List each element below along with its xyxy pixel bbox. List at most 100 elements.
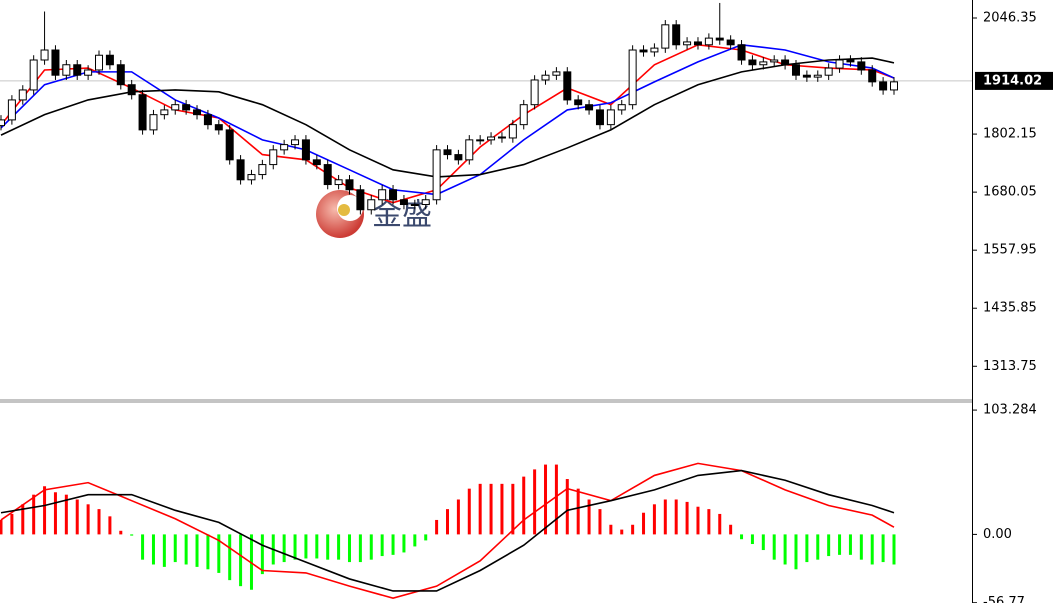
- histogram-bar: [718, 513, 722, 535]
- histogram-bar: [64, 494, 68, 535]
- watermark: 金盛: [316, 190, 432, 238]
- histogram-bar: [10, 513, 14, 535]
- last-price-box: [975, 71, 1053, 90]
- candle-body: [84, 69, 93, 76]
- candle-body: [40, 49, 49, 61]
- candle-body: [247, 174, 256, 181]
- histogram-bar: [347, 534, 351, 563]
- candle-body: [7, 99, 16, 121]
- histogram-bar: [642, 512, 646, 535]
- histogram-bar: [228, 534, 232, 581]
- histogram-bar: [75, 499, 79, 535]
- histogram-bar: [413, 534, 417, 547]
- histogram-bar: [827, 534, 831, 557]
- histogram-bar: [544, 464, 548, 535]
- y-tick-label: 103.284: [983, 403, 1037, 418]
- candle-body: [541, 74, 550, 81]
- histogram-bar: [424, 534, 428, 541]
- histogram-bar: [500, 483, 504, 535]
- y-tick-label: 1435.85: [983, 301, 1037, 316]
- histogram-bar: [511, 483, 515, 535]
- candle-body: [312, 159, 321, 166]
- histogram-bar: [663, 499, 667, 535]
- histogram-bar: [631, 524, 635, 535]
- histogram-bar: [195, 534, 199, 567]
- candle-body: [650, 47, 659, 53]
- candle-body: [552, 71, 561, 76]
- histogram-bar: [794, 534, 798, 570]
- histogram-bar: [685, 501, 689, 535]
- candle-body: [465, 139, 474, 161]
- histogram-bar: [53, 492, 57, 535]
- histogram-bar: [729, 524, 733, 535]
- candle-body: [291, 139, 300, 146]
- histogram-bar: [358, 534, 362, 563]
- histogram-bar: [391, 534, 395, 555]
- candle-body: [280, 144, 289, 151]
- candle-body: [530, 79, 539, 106]
- candle-body: [410, 204, 419, 207]
- indicator-line: [0, 469, 895, 592]
- histogram-bar: [576, 488, 580, 535]
- candle-body: [846, 59, 855, 63]
- candle-body: [704, 37, 713, 46]
- candle-body: [149, 114, 158, 131]
- histogram-bar: [97, 509, 101, 535]
- histogram-bar: [141, 534, 145, 560]
- candle-body: [29, 59, 38, 91]
- histogram-bar: [326, 534, 330, 560]
- y-tick-label: 1557.95: [983, 243, 1037, 258]
- histogram-bar: [315, 534, 319, 559]
- candle-body: [138, 94, 147, 131]
- candle-body: [389, 189, 398, 201]
- candle-body: [595, 109, 604, 126]
- candle-body: [813, 74, 822, 78]
- candle-body: [748, 59, 757, 66]
- histogram-bar: [456, 499, 460, 535]
- candle-body: [432, 149, 441, 201]
- histogram-bar: [859, 534, 863, 560]
- candle-body: [95, 54, 104, 71]
- candle-body: [759, 61, 768, 66]
- candle-body: [497, 136, 506, 139]
- histogram-bar: [838, 534, 842, 555]
- candle-body: [519, 104, 528, 126]
- candle-body: [62, 64, 71, 76]
- histogram-bar: [533, 469, 537, 535]
- histogram-bar: [674, 499, 678, 535]
- y-tick-label: 2046.35: [983, 10, 1037, 25]
- candle-body: [737, 44, 746, 61]
- candle-body: [171, 104, 180, 111]
- histogram-bar: [304, 534, 308, 559]
- histogram-bar: [239, 534, 243, 587]
- histogram-bar: [32, 494, 36, 535]
- candle-body: [160, 109, 169, 116]
- histogram-bar: [870, 534, 874, 565]
- indicator-line: [0, 43, 895, 196]
- candle-body: [835, 59, 844, 69]
- candle-body: [399, 199, 408, 206]
- candle-body: [236, 159, 245, 181]
- histogram-bar: [435, 519, 439, 535]
- candle-body: [454, 154, 463, 161]
- histogram-bar: [761, 534, 765, 551]
- candle-body: [443, 149, 452, 156]
- candle-body: [770, 59, 779, 63]
- candle-body: [203, 114, 212, 126]
- candle-body: [269, 149, 278, 166]
- histogram-bar: [848, 534, 852, 555]
- candle-body: [715, 37, 724, 41]
- candle-body: [508, 124, 517, 139]
- y-tick-label: 1680.05: [983, 185, 1037, 200]
- candle-body: [781, 59, 790, 66]
- candle-body: [890, 81, 898, 91]
- candle-body: [661, 24, 670, 49]
- candle-body: [824, 67, 833, 76]
- candle-body: [214, 124, 223, 131]
- histogram-bar: [805, 534, 809, 563]
- candle-body: [726, 39, 735, 46]
- histogram-bar: [554, 464, 558, 535]
- histogram-bar: [652, 504, 656, 535]
- candle-body: [356, 189, 365, 211]
- histogram-bar: [380, 534, 384, 557]
